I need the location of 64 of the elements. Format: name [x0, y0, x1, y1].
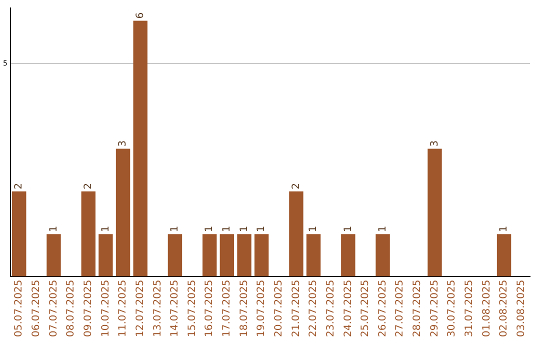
bar	[46, 234, 61, 276]
bar	[254, 234, 269, 276]
data-label: 1	[377, 226, 388, 232]
x-tick-label: 21.07.2025	[290, 280, 302, 338]
x-tick-label: 09.07.2025	[82, 280, 94, 338]
x-tick-label: 03.08.2025	[516, 280, 527, 338]
x-tick-label: 20.07.2025	[273, 280, 284, 338]
x-tick-label: 23.07.2025	[325, 280, 336, 338]
x-tick-label: 06.07.2025	[31, 280, 42, 338]
data-label: 1	[256, 226, 268, 232]
data-label: 2	[14, 183, 25, 190]
data-label: 1	[342, 226, 354, 232]
data-label: 1	[48, 226, 60, 232]
x-tick-label: 15.07.2025	[186, 280, 198, 338]
bar	[341, 234, 356, 276]
x-tick-label: 01.08.2025	[481, 280, 492, 338]
x-tick-label: 24.07.2025	[342, 280, 354, 338]
data-label: 2	[82, 183, 94, 190]
x-tick-label: 19.07.2025	[256, 280, 268, 338]
x-tick-label: 10.07.2025	[100, 280, 112, 338]
data-label: 1	[170, 226, 181, 232]
x-tick-label: 31.07.2025	[464, 280, 475, 338]
x-tick-label: 17.07.2025	[222, 280, 233, 338]
data-label: 2	[290, 183, 302, 190]
x-tick-label: 13.07.2025	[152, 280, 164, 338]
x-tick-label: 05.07.2025	[14, 280, 25, 338]
x-tick-label: 18.07.2025	[238, 280, 250, 338]
bar	[220, 234, 234, 276]
x-tick-label: 27.07.2025	[394, 280, 406, 338]
bar	[168, 234, 182, 276]
x-tick-label: 08.07.2025	[66, 280, 77, 338]
data-label: 3	[118, 140, 129, 147]
x-tick-label: 07.07.2025	[48, 280, 60, 338]
bar	[496, 234, 512, 276]
bar	[81, 191, 96, 276]
bar	[376, 234, 390, 276]
data-label: 1	[204, 226, 216, 232]
bar	[306, 234, 321, 276]
bar	[428, 148, 442, 276]
bar	[98, 234, 113, 276]
x-tick-label: 29.07.2025	[429, 280, 440, 338]
data-label: 1	[100, 226, 112, 232]
bar	[202, 234, 217, 276]
bar	[116, 148, 130, 276]
x-tick-label: 16.07.2025	[204, 280, 216, 338]
data-label: 1	[222, 226, 233, 232]
x-tick-label: 02.08.2025	[498, 280, 510, 338]
bar	[133, 20, 148, 276]
data-label: 1	[308, 226, 320, 232]
x-tick-label: 26.07.2025	[377, 280, 388, 338]
x-tick-label: 12.07.2025	[134, 280, 146, 338]
x-tick-label: 25.07.2025	[360, 280, 372, 338]
x-tick-label: 30.07.2025	[446, 280, 458, 338]
data-label: 1	[238, 226, 250, 232]
bar	[289, 191, 304, 276]
data-label: 1	[498, 226, 510, 232]
x-tick-label: 11.07.2025	[118, 280, 129, 338]
data-label: 3	[429, 140, 440, 147]
bar	[237, 234, 252, 276]
x-tick-label: 22.07.2025	[308, 280, 320, 338]
x-tick-label: 14.07.2025	[170, 280, 181, 338]
x-tick-label: 28.07.2025	[412, 280, 424, 338]
bar	[12, 191, 26, 276]
data-label: 6	[134, 12, 146, 19]
